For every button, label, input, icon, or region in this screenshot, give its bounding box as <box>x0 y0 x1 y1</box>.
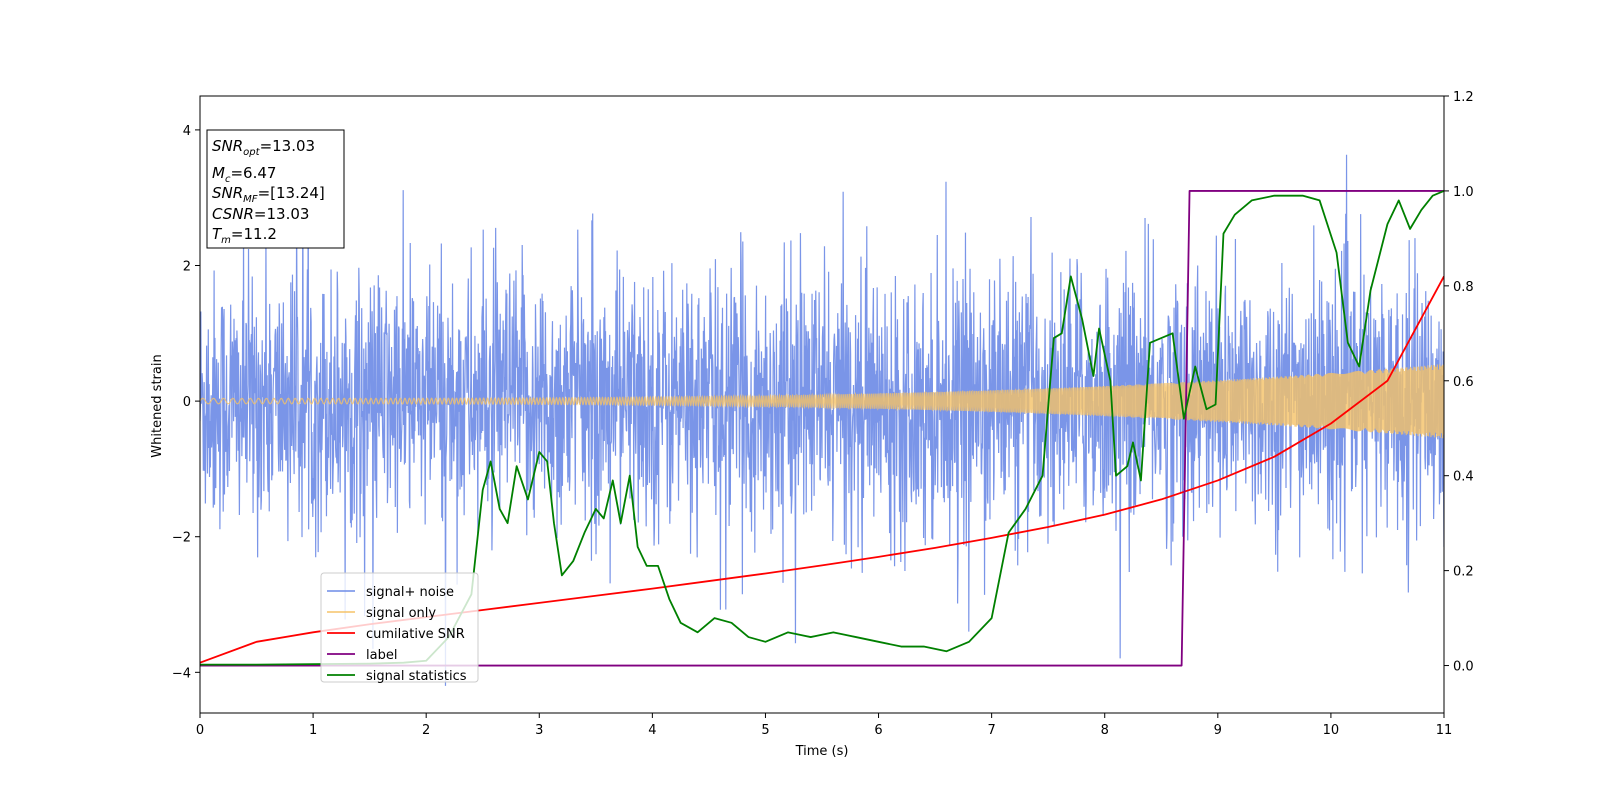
series-signal-statistics <box>200 190 1444 666</box>
x-tick-label: 2 <box>422 723 430 738</box>
info-box: SNRopt=13.03 Mc=6.47 SNRMF=[13.24] CSNR=… <box>206 129 345 249</box>
y-right-tick-label: 0.0 <box>1453 660 1474 675</box>
y-right-tick-label: 0.4 <box>1453 470 1474 485</box>
x-tick-label: 11 <box>1436 723 1453 738</box>
y-axis-label: Whitened strain <box>150 354 165 457</box>
legend-entry: signal statistics <box>366 669 467 684</box>
y-left-tick-label: 4 <box>183 124 191 139</box>
x-tick-label: 1 <box>309 723 317 738</box>
x-tick-label: 10 <box>1323 723 1340 738</box>
x-tick-label: 0 <box>196 723 204 738</box>
x-axis-label: Time (s) <box>795 744 849 759</box>
series-signal-only <box>200 364 1444 439</box>
y-left-tick-label: −4 <box>172 666 191 681</box>
y-right-tick-label: 0.2 <box>1453 565 1474 580</box>
y-right-tick-label: 0.8 <box>1453 280 1474 295</box>
info-snr-mf: SNRMF=[13.24] <box>212 184 325 205</box>
y-left-tick-label: 0 <box>183 395 191 410</box>
y-right-tick-label: 1.0 <box>1453 185 1474 200</box>
x-tick-label: 5 <box>761 723 769 738</box>
plot-frame <box>199 95 1445 714</box>
info-mc: Mc=6.47 <box>212 164 276 185</box>
x-tick-label: 8 <box>1101 723 1109 738</box>
x-tick-label: 4 <box>648 723 656 738</box>
legend-entry: label <box>366 648 397 663</box>
legend-entry: cumilative SNR <box>366 627 465 642</box>
y-left-tick-label: −2 <box>172 531 191 546</box>
x-tick-label: 3 <box>535 723 543 738</box>
legend: signal+ noise signal only cumilative SNR la… <box>320 572 479 684</box>
x-tick-label: 7 <box>987 723 995 738</box>
y-axis-left: 4 2 0 −2 −4 <box>172 124 200 681</box>
y-right-tick-label: 0.6 <box>1453 375 1474 390</box>
series-label <box>200 190 1444 667</box>
info-csnr: CSNR=13.03 <box>212 205 309 223</box>
y-left-tick-label: 2 <box>183 260 191 275</box>
legend-entry: signal only <box>366 606 436 621</box>
x-tick-label: 6 <box>874 723 882 738</box>
y-axis-right: 1.2 1.0 0.8 0.6 0.4 0.2 0.0 <box>1444 90 1474 675</box>
x-axis: 0 1 2 3 4 5 6 7 8 9 10 11 <box>196 713 1452 738</box>
y-right-tick-label: 1.2 <box>1453 90 1474 105</box>
series-signal-noise <box>200 154 1444 686</box>
x-tick-label: 9 <box>1214 723 1222 738</box>
info-snr-opt: SNRopt=13.03 <box>212 137 315 158</box>
info-tm: Tm=11.2 <box>212 225 277 246</box>
legend-entry: signal+ noise <box>366 585 454 600</box>
